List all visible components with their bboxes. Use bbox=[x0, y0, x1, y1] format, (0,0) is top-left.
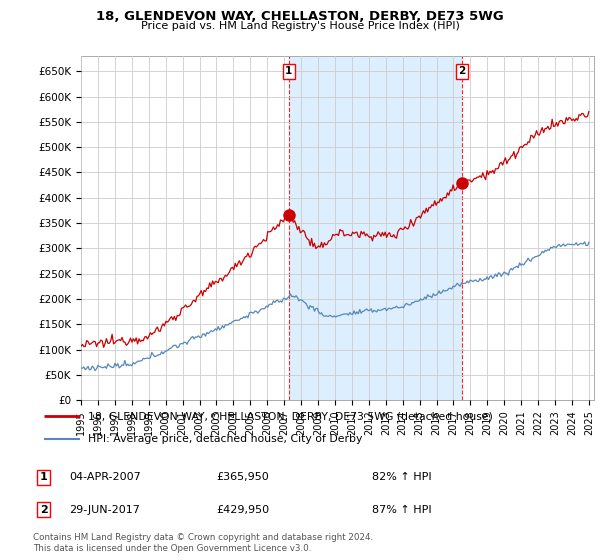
Text: £365,950: £365,950 bbox=[216, 472, 269, 482]
Text: 29-JUN-2017: 29-JUN-2017 bbox=[69, 505, 140, 515]
Text: Price paid vs. HM Land Registry's House Price Index (HPI): Price paid vs. HM Land Registry's House … bbox=[140, 21, 460, 31]
Text: 04-APR-2007: 04-APR-2007 bbox=[69, 472, 141, 482]
Text: 1: 1 bbox=[285, 66, 292, 76]
Text: £429,950: £429,950 bbox=[216, 505, 269, 515]
Text: 2: 2 bbox=[458, 66, 466, 76]
Bar bbox=[289, 56, 462, 400]
Text: 82% ↑ HPI: 82% ↑ HPI bbox=[372, 472, 431, 482]
Text: Contains HM Land Registry data © Crown copyright and database right 2024.
This d: Contains HM Land Registry data © Crown c… bbox=[33, 533, 373, 553]
Text: 87% ↑ HPI: 87% ↑ HPI bbox=[372, 505, 431, 515]
Text: 2: 2 bbox=[40, 505, 47, 515]
Text: HPI: Average price, detached house, City of Derby: HPI: Average price, detached house, City… bbox=[88, 435, 362, 444]
Text: 18, GLENDEVON WAY, CHELLASTON, DERBY, DE73 5WG: 18, GLENDEVON WAY, CHELLASTON, DERBY, DE… bbox=[96, 10, 504, 22]
Text: 1: 1 bbox=[40, 472, 47, 482]
Text: 18, GLENDEVON WAY, CHELLASTON, DERBY, DE73 5WG (detached house): 18, GLENDEVON WAY, CHELLASTON, DERBY, DE… bbox=[88, 412, 493, 421]
